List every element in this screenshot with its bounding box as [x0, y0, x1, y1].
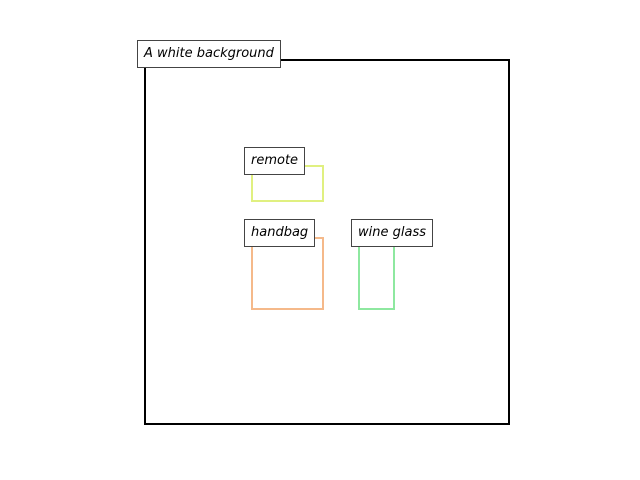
remote-label: remote [244, 147, 306, 175]
handbag-label: handbag [244, 219, 316, 247]
wine-glass-label: wine glass [351, 219, 433, 247]
handbag-box [251, 237, 324, 310]
scene-frame [144, 59, 510, 425]
wine-glass-box [358, 237, 395, 310]
scene-caption-label: A white background [137, 40, 281, 68]
